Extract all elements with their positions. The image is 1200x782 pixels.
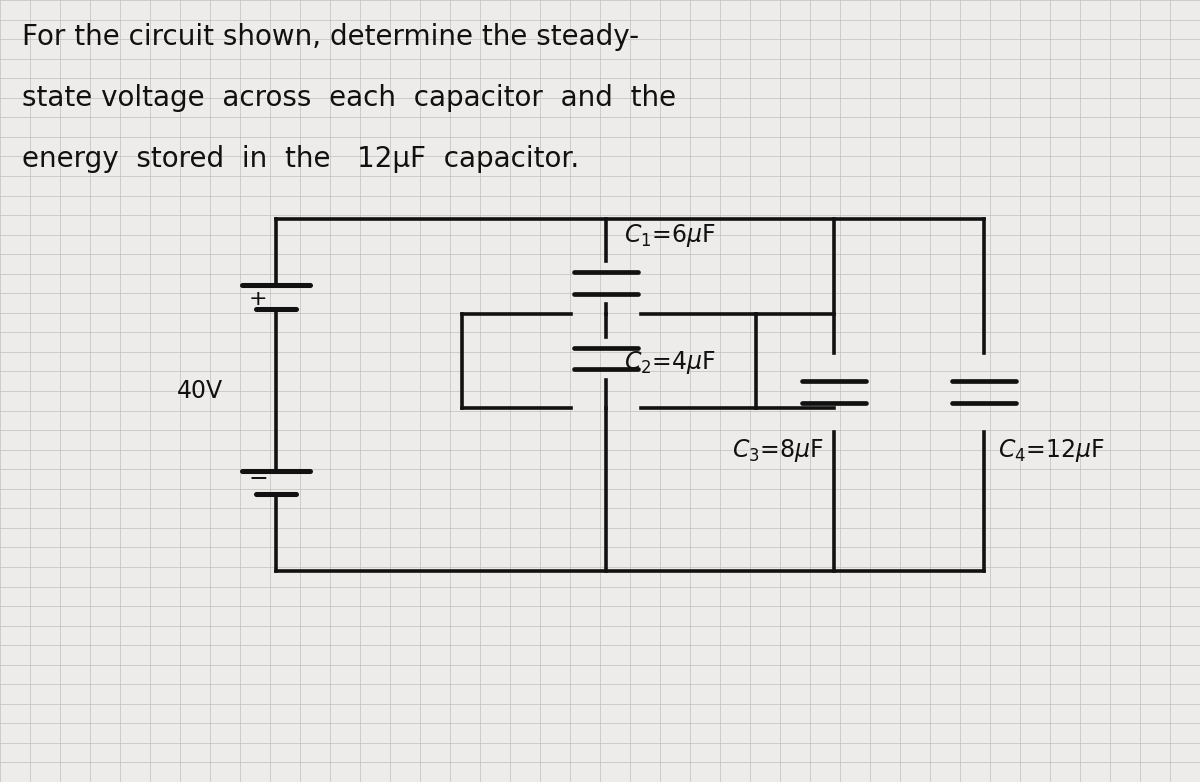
Text: $C_2$=4$\mu$F: $C_2$=4$\mu$F bbox=[624, 349, 716, 376]
Text: −: − bbox=[248, 467, 268, 490]
Text: +: + bbox=[248, 289, 268, 309]
Text: energy  stored  in  the   12μF  capacitor.: energy stored in the 12μF capacitor. bbox=[22, 145, 578, 174]
Text: state voltage  across  each  capacitor  and  the: state voltage across each capacitor and … bbox=[22, 84, 676, 113]
Text: $C_4$=12$\mu$F: $C_4$=12$\mu$F bbox=[998, 437, 1105, 465]
Text: $C_1$=6$\mu$F: $C_1$=6$\mu$F bbox=[624, 222, 716, 249]
Text: For the circuit shown, determine the steady-: For the circuit shown, determine the ste… bbox=[22, 23, 638, 52]
Text: 40V: 40V bbox=[178, 379, 223, 403]
Text: $C_3$=8$\mu$F: $C_3$=8$\mu$F bbox=[732, 437, 824, 465]
